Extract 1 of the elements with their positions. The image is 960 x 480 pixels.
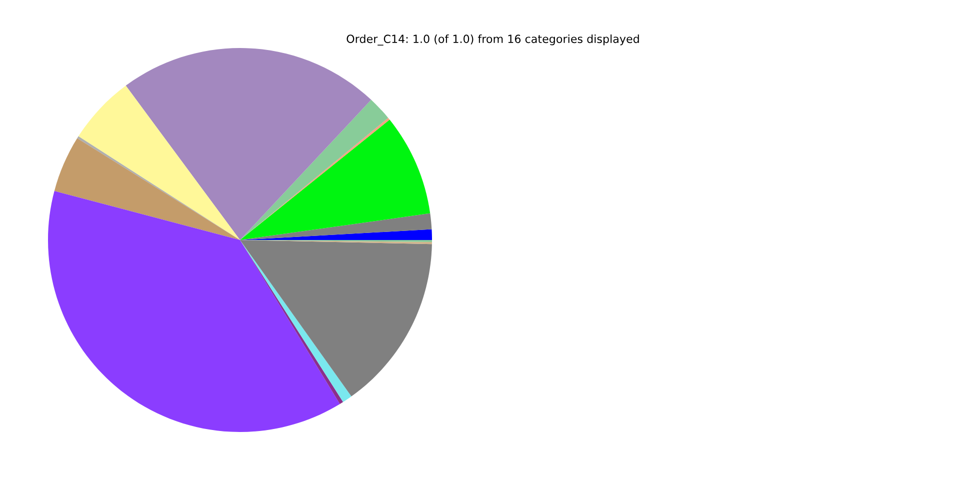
text: Order_C14: 1.0 (of 1.0) from 16 categories displayed — [346, 34, 639, 46]
